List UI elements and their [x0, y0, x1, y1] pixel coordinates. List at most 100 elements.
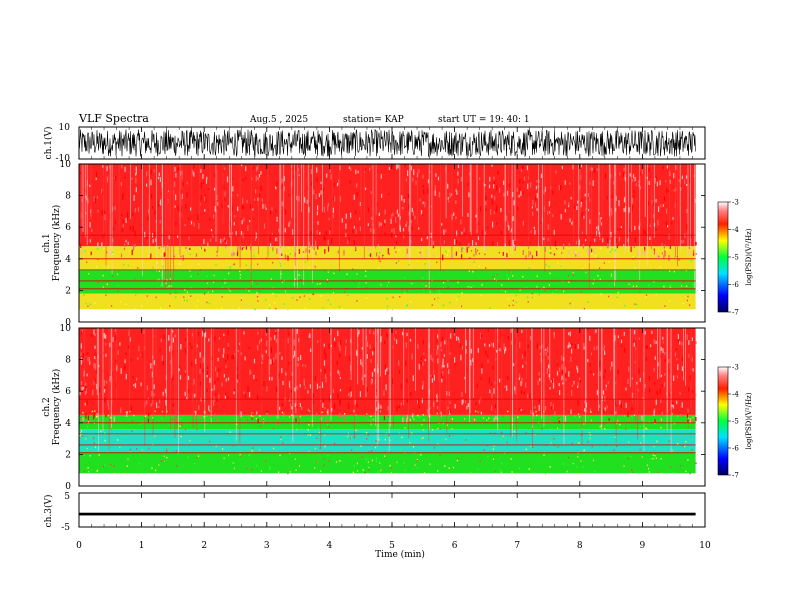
spectrogram-speck	[384, 364, 386, 369]
spectrogram-speck	[303, 381, 305, 387]
spectrogram-speck	[589, 363, 591, 367]
spectrogram-speck	[499, 378, 501, 383]
spectrogram-speck	[166, 450, 168, 452]
spectrogram-speck	[631, 197, 634, 204]
spectrogram-speck	[275, 307, 277, 310]
spectrogram-speck	[645, 296, 647, 298]
spectrogram-speck	[379, 251, 381, 254]
spectrogram-speck	[509, 415, 511, 418]
spectrogram-speck	[266, 340, 268, 347]
spectrogram-speck	[308, 267, 310, 269]
spectrogram-speck	[444, 340, 446, 345]
spectrogram-speck	[353, 436, 355, 438]
spectrogram-speck	[236, 373, 239, 380]
spectrogram-speck	[315, 240, 317, 247]
spectrogram-speck	[508, 239, 510, 246]
spectrogram-speck	[214, 381, 216, 384]
spectrogram-speck	[631, 205, 633, 212]
spectrogram-speck	[522, 275, 524, 278]
spectrogram-striation	[289, 328, 291, 414]
spectrogram-speck	[317, 221, 319, 225]
spectrogram-speck	[250, 244, 252, 251]
spectrogram-speck	[351, 423, 353, 425]
spectrogram-speck	[300, 355, 302, 361]
spectrogram-speck	[224, 282, 226, 284]
spectrogram-speck	[153, 393, 155, 397]
spectrogram-speck	[599, 217, 601, 223]
spectrogram-speck	[191, 169, 193, 175]
spectrogram-speck	[625, 428, 627, 430]
spectrogram-speck	[536, 180, 538, 183]
spectrogram-striation	[82, 164, 84, 232]
spectrogram-speck	[104, 210, 106, 214]
spectrogram-speck	[95, 295, 97, 298]
spectrogram-speck	[275, 331, 277, 335]
spectrogram-speck	[236, 423, 238, 425]
spectrogram-speck	[653, 339, 655, 345]
spectrogram-speck	[503, 192, 505, 197]
spectrogram-speck	[338, 371, 340, 377]
spectrogram-striation	[614, 164, 615, 287]
spectrogram-speck	[149, 252, 151, 254]
spectrogram-speck	[200, 415, 202, 420]
spectrogram-speck	[190, 207, 192, 211]
spectrogram-striation	[679, 164, 681, 251]
spectrogram-speck	[570, 356, 572, 363]
spectrogram-speck	[125, 352, 127, 356]
spectrogram-speck	[558, 383, 560, 387]
spectrogram-speck	[365, 415, 367, 419]
spectrogram-speck	[521, 377, 523, 384]
spectrogram-speck	[93, 362, 95, 369]
spectrogram-speck	[371, 459, 373, 462]
spectrogram-speck	[168, 285, 170, 288]
spectrogram-speck	[388, 281, 390, 284]
spectrogram-speck	[88, 470, 90, 473]
spectrogram-speck	[686, 251, 688, 253]
spectrogram-striation	[630, 164, 632, 238]
spectrogram-speck	[660, 418, 662, 421]
spectrogram-speck	[162, 265, 164, 268]
spectrogram-speck	[682, 445, 684, 447]
spectrogram-speck	[96, 470, 98, 473]
spectrogram-speck	[373, 330, 375, 335]
spectrogram-speck	[408, 264, 410, 266]
spectrogram-speck	[110, 416, 112, 419]
spectrogram-speck	[648, 471, 650, 473]
spectrogram-speck	[441, 373, 443, 379]
spectrogram-speck	[358, 282, 360, 285]
spectrogram-speck	[175, 292, 177, 294]
spectrogram-speck	[378, 267, 380, 270]
spectrogram-speck	[258, 292, 260, 294]
spectrogram-speck	[265, 460, 267, 462]
spectrogram-speck	[190, 295, 192, 297]
spectrogram-speck	[655, 176, 657, 180]
spectrogram-speck	[274, 301, 276, 304]
spectrogram-speck	[119, 301, 121, 303]
spectrogram-speck	[380, 248, 382, 252]
spectrogram-striation	[105, 164, 107, 266]
spectrogram-speck	[671, 413, 673, 415]
spectrogram-speck	[695, 341, 697, 344]
spectrogram-speck	[316, 412, 318, 417]
spectrogram-speck	[224, 198, 226, 201]
spectrogram-speck	[166, 279, 168, 281]
spectrogram-speck	[162, 360, 164, 366]
spectrogram-speck	[221, 286, 224, 288]
spectrogram-speck	[319, 283, 321, 285]
spectrogram-speck	[458, 295, 460, 297]
spectrogram-speck	[662, 204, 664, 207]
spectrogram-speck	[573, 249, 575, 255]
spectrogram-speck	[622, 172, 624, 177]
spectrogram-striation	[615, 328, 617, 443]
spectrogram-speck	[259, 415, 261, 417]
spectrogram-speck	[224, 278, 226, 280]
spectrogram-striation	[510, 328, 511, 437]
spectrogram-speck	[190, 275, 192, 278]
spectrogram-speck	[344, 415, 346, 421]
spectrogram-speck	[619, 423, 621, 426]
spectrogram-speck	[651, 330, 653, 334]
spectrogram-speck	[624, 347, 626, 353]
spectrogram-speck	[334, 442, 336, 445]
spectrogram-speck	[607, 243, 609, 249]
spectrogram-striation	[408, 328, 409, 439]
